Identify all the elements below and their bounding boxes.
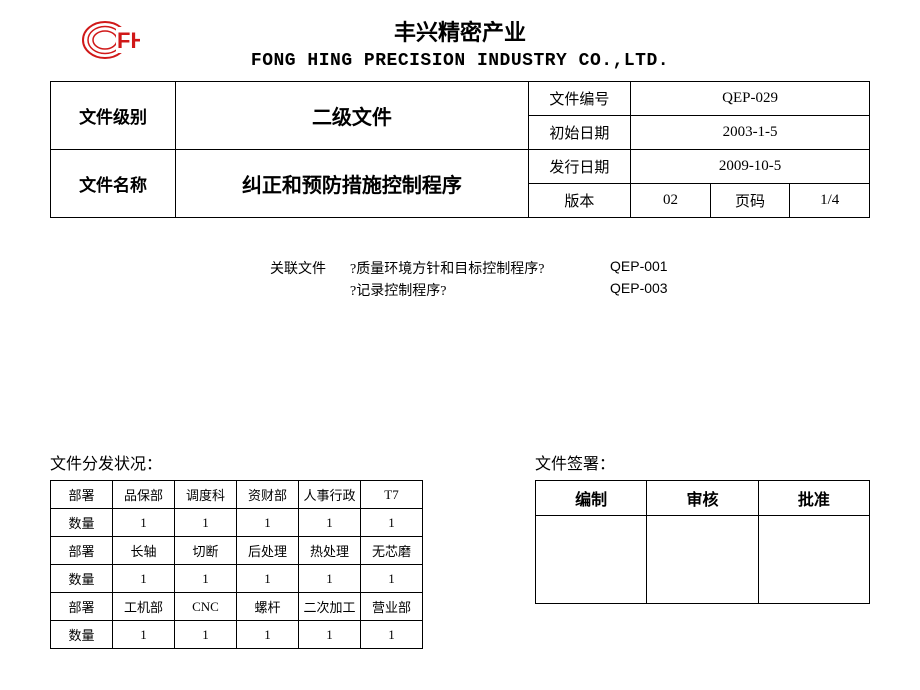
sign-cell bbox=[536, 516, 647, 604]
level-label: 文件级别 bbox=[51, 82, 176, 150]
dist-qty-cell: 1 bbox=[361, 509, 423, 537]
sign-col-approve: 批准 bbox=[758, 481, 869, 516]
dist-dept-cell: 营业部 bbox=[361, 593, 423, 621]
sign-col-prepare: 编制 bbox=[536, 481, 647, 516]
dist-qty-cell: 1 bbox=[299, 621, 361, 649]
company-logo: FH bbox=[80, 15, 140, 70]
dist-dept-cell: 切断 bbox=[175, 537, 237, 565]
issuedate-label: 发行日期 bbox=[528, 150, 630, 184]
dist-dept-label: 部署 bbox=[51, 481, 113, 509]
dist-dept-cell: T7 bbox=[361, 481, 423, 509]
distribution-section: 文件分发状况： 部署品保部调度科资财部人事行政T7数量11111部署长轴切断后处… bbox=[50, 450, 423, 649]
dist-dept-cell: 长轴 bbox=[113, 537, 175, 565]
company-name-en: FONG HING PRECISION INDUSTRY CO.,LTD. bbox=[50, 51, 870, 71]
docno-value: QEP-029 bbox=[631, 82, 870, 116]
company-name-cn: 丰兴精密产业 bbox=[50, 15, 870, 47]
dist-dept-label: 部署 bbox=[51, 537, 113, 565]
issuedate-value: 2009-10-5 bbox=[631, 150, 870, 184]
page-label: 页码 bbox=[710, 184, 790, 218]
initdate-label: 初始日期 bbox=[528, 116, 630, 150]
related-doc-text: ?质量环境方针和目标控制程序? bbox=[350, 258, 610, 278]
dist-qty-cell: 1 bbox=[175, 509, 237, 537]
version-label: 版本 bbox=[528, 184, 630, 218]
dist-qty-cell: 1 bbox=[113, 621, 175, 649]
dist-qty-cell: 1 bbox=[237, 565, 299, 593]
dist-qty-cell: 1 bbox=[299, 509, 361, 537]
level-value: 二级文件 bbox=[176, 82, 529, 150]
dist-qty-cell: 1 bbox=[299, 565, 361, 593]
related-doc-code: QEP-003 bbox=[610, 280, 668, 300]
dist-qty-cell: 1 bbox=[237, 509, 299, 537]
dist-qty-cell: 1 bbox=[113, 565, 175, 593]
dist-dept-cell: 调度科 bbox=[175, 481, 237, 509]
initdate-value: 2003-1-5 bbox=[631, 116, 870, 150]
signature-title: 文件签署： bbox=[535, 450, 870, 474]
header-info-table: 文件级别 二级文件 文件编号 QEP-029 初始日期 2003-1-5 文件名… bbox=[50, 81, 870, 218]
dist-qty-label: 数量 bbox=[51, 509, 113, 537]
dist-dept-cell: 人事行政 bbox=[299, 481, 361, 509]
dist-qty-cell: 1 bbox=[361, 565, 423, 593]
related-doc-text: ?记录控制程序? bbox=[350, 280, 610, 300]
page-value: 1/4 bbox=[790, 184, 870, 218]
dist-dept-cell: 资财部 bbox=[237, 481, 299, 509]
dist-dept-cell: 热处理 bbox=[299, 537, 361, 565]
document-header: FH 丰兴精密产业 FONG HING PRECISION INDUSTRY C… bbox=[50, 15, 870, 71]
dist-dept-cell: 品保部 bbox=[113, 481, 175, 509]
dist-dept-cell: 二次加工 bbox=[299, 593, 361, 621]
dist-qty-label: 数量 bbox=[51, 621, 113, 649]
svg-text:FH: FH bbox=[117, 28, 140, 53]
dist-dept-cell: 后处理 bbox=[237, 537, 299, 565]
dist-dept-cell: 工机部 bbox=[113, 593, 175, 621]
dist-qty-cell: 1 bbox=[175, 565, 237, 593]
dist-dept-cell: CNC bbox=[175, 593, 237, 621]
dist-qty-cell: 1 bbox=[237, 621, 299, 649]
docno-label: 文件编号 bbox=[528, 82, 630, 116]
dist-dept-cell: 无芯磨 bbox=[361, 537, 423, 565]
related-doc-code: QEP-001 bbox=[610, 258, 668, 278]
sign-cell bbox=[758, 516, 869, 604]
dist-qty-cell: 1 bbox=[361, 621, 423, 649]
dist-qty-cell: 1 bbox=[113, 509, 175, 537]
name-label: 文件名称 bbox=[51, 150, 176, 218]
sign-cell bbox=[647, 516, 758, 604]
dist-dept-label: 部署 bbox=[51, 593, 113, 621]
related-documents: 关联文件 ?质量环境方针和目标控制程序? QEP-001 ?记录控制程序? QE… bbox=[270, 258, 870, 300]
version-value: 02 bbox=[631, 184, 711, 218]
signature-section: 文件签署： 编制 审核 批准 bbox=[535, 450, 870, 604]
related-label: 关联文件 bbox=[270, 258, 350, 278]
signature-table: 编制 审核 批准 bbox=[535, 480, 870, 604]
distribution-table: 部署品保部调度科资财部人事行政T7数量11111部署长轴切断后处理热处理无芯磨数… bbox=[50, 480, 423, 649]
name-value: 纠正和预防措施控制程序 bbox=[176, 150, 529, 218]
dist-qty-cell: 1 bbox=[175, 621, 237, 649]
dist-dept-cell: 螺杆 bbox=[237, 593, 299, 621]
distribution-title: 文件分发状况： bbox=[50, 450, 423, 474]
dist-qty-label: 数量 bbox=[51, 565, 113, 593]
sign-col-review: 审核 bbox=[647, 481, 758, 516]
